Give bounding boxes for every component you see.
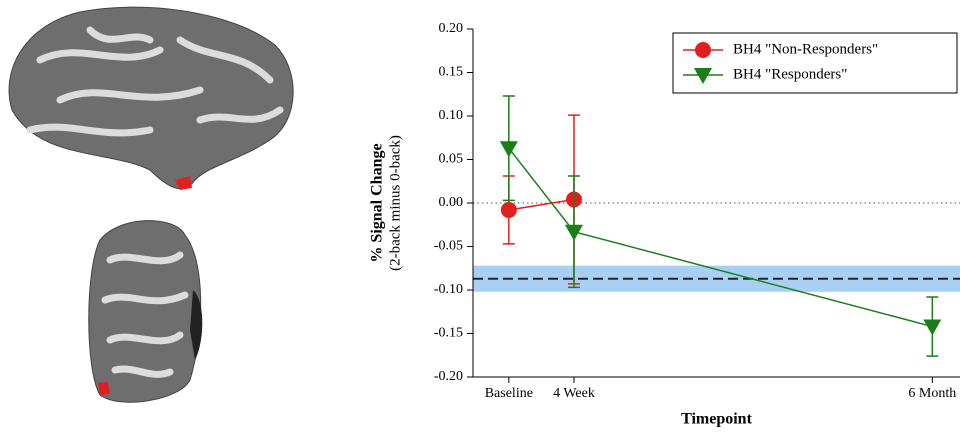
y-tick-label: 0.10 [439, 108, 464, 123]
plot: -0.20 -0.15 -0.10 -0.05 0.00 0.05 0.10 0.15 0.20… [369, 21, 960, 428]
point [564, 224, 583, 241]
brain-lateral-view [8, 6, 294, 190]
x-axis-label: Timepoint [681, 411, 753, 428]
y-tick-label: 0.00 [439, 195, 464, 210]
y-tick-label: -0.15 [434, 326, 463, 341]
legend-marker [694, 68, 712, 84]
legend-marker [695, 42, 711, 58]
legend-label: BH4 "Non-Responders" [733, 41, 878, 57]
brain-frontal-view [88, 220, 203, 403]
y-tick-label: 0.05 [439, 152, 464, 167]
y-axis-label: (2-back minus 0-back) [387, 135, 403, 271]
legend-label: BH4 "Responders" [733, 66, 847, 82]
series-line [508, 198, 575, 211]
x-tick-label: 6 Month [908, 386, 956, 401]
point [923, 319, 942, 336]
x-tick-label: Baseline [485, 386, 533, 401]
y-tick-label: 0.20 [439, 21, 464, 36]
y-tick-label: -0.20 [434, 369, 463, 384]
y-tick-label: 0.15 [439, 65, 464, 80]
legend-box [672, 32, 958, 94]
point [499, 141, 518, 158]
x-tick-label: 4 Week [553, 386, 595, 401]
point [500, 201, 517, 218]
y-tick-label: -0.05 [434, 239, 463, 254]
y-tick-label: -0.10 [434, 282, 463, 297]
y-axis-label: % Signal Change [369, 143, 386, 262]
